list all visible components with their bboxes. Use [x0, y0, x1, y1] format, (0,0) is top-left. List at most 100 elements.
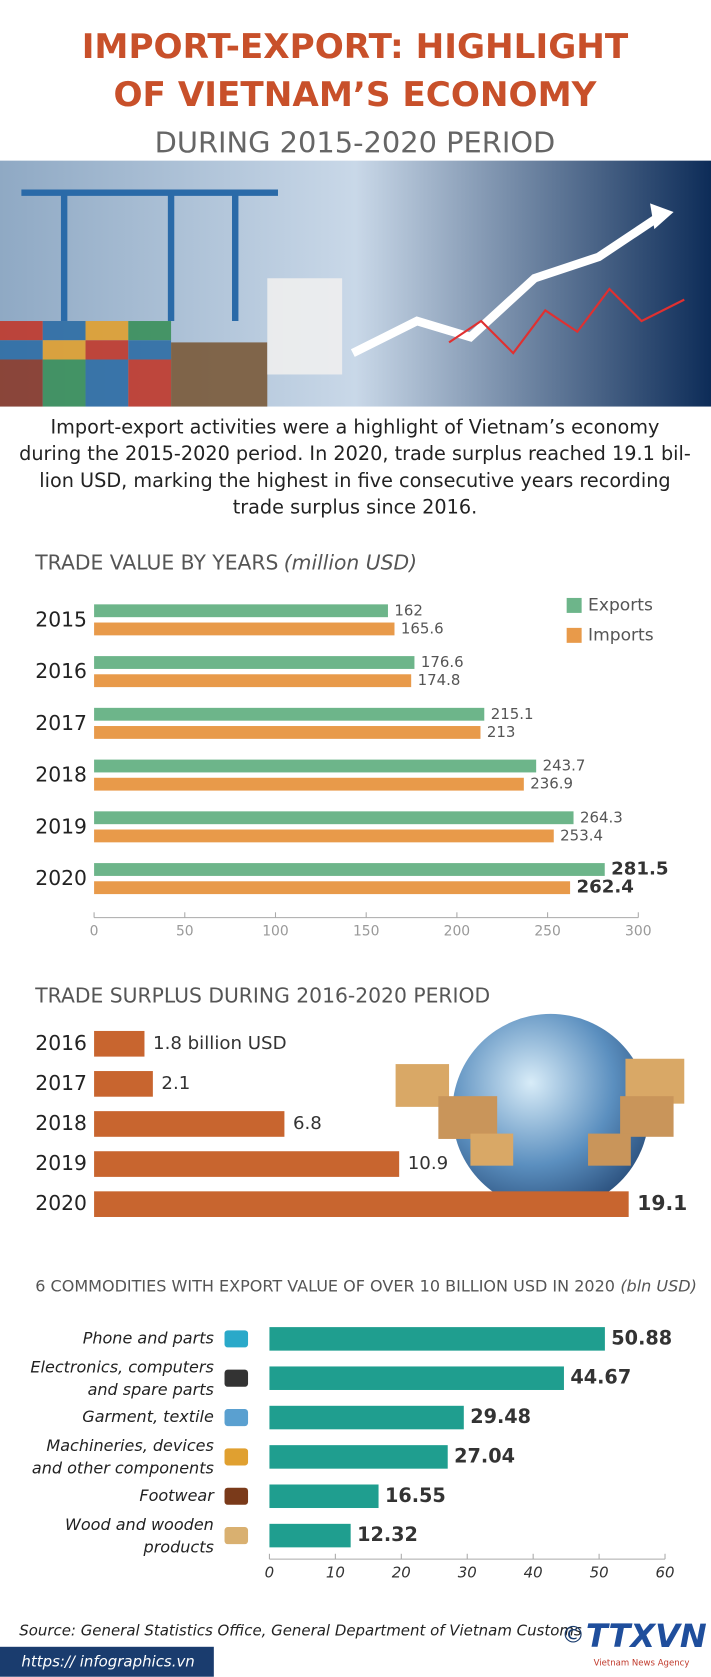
bar — [94, 707, 485, 721]
value-label: 44.67 — [570, 1366, 631, 1389]
y-tick-label: 2020 — [35, 1191, 87, 1215]
bar — [94, 604, 388, 618]
x-tick-label: 0 — [90, 924, 99, 940]
value-label: 262.4 — [577, 877, 634, 898]
x-tick-label: 100 — [262, 924, 288, 940]
value-label: 165.6 — [401, 619, 444, 637]
value-label: 16.55 — [385, 1484, 446, 1507]
bar — [94, 1030, 145, 1057]
value-label: 162 — [394, 601, 423, 619]
value-label: 174.8 — [418, 671, 461, 689]
bar — [94, 1111, 285, 1137]
title-line: OF VIETNAM’S ECONOMY — [113, 75, 597, 115]
bar — [94, 726, 481, 739]
y-tick-label: 2018 — [35, 763, 87, 787]
x-tick-label: 0 — [265, 1564, 275, 1582]
value-label: 281.5 — [611, 859, 668, 880]
bar — [269, 1366, 564, 1390]
value-label: 236.9 — [530, 775, 573, 793]
legend-label: Exports — [588, 595, 653, 615]
x-tick-label: 10 — [326, 1564, 345, 1582]
value-label: 264.3 — [580, 808, 623, 826]
category-label: Garment, textile — [82, 1407, 214, 1426]
y-tick-label: 2019 — [35, 1151, 87, 1175]
url-band — [0, 1646, 214, 1677]
bar — [94, 777, 524, 791]
category-label: Machineries, devices and other components — [32, 1436, 215, 1477]
value-label: 215.1 — [491, 705, 534, 723]
value-label: 29.48 — [470, 1405, 531, 1428]
chart-title: 6 COMMODITIES WITH EXPORT VALUE OF OVER … — [35, 1276, 697, 1295]
x-tick-label: 150 — [353, 924, 379, 940]
y-tick-label: 2020 — [35, 866, 87, 890]
category-label: Electronics, computers and spare parts — [30, 1357, 214, 1398]
logo-name: TTXVN — [586, 1617, 707, 1655]
x-tick-label: 200 — [444, 924, 470, 940]
intro-line: lion USD, marking the highest in five co… — [39, 469, 670, 492]
chart-unit: (bln USD) — [620, 1276, 697, 1295]
category-label: Wood and wooden products — [65, 1514, 214, 1555]
x-tick-label: 250 — [534, 924, 560, 940]
bar — [94, 1191, 629, 1217]
icon — [224, 1448, 249, 1466]
y-tick-label: 2016 — [35, 659, 87, 683]
value-label: 50.88 — [611, 1326, 672, 1349]
copyright: © — [561, 1621, 585, 1649]
intro-line: Import-export activities were a highligh… — [50, 415, 659, 438]
subtitle: DURING 2015-2020 PERIOD — [155, 126, 556, 160]
x-tick-label: 50 — [176, 924, 194, 940]
chart-unit: (million USD) — [284, 551, 417, 575]
url: https:// infographics.vn — [21, 1652, 194, 1670]
bar — [94, 1071, 153, 1097]
bar — [94, 1151, 400, 1177]
value-label: 253.4 — [560, 826, 603, 844]
icon — [224, 1369, 249, 1387]
y-tick-label: 2017 — [35, 711, 87, 735]
icon — [224, 1409, 249, 1427]
legend-swatch — [566, 627, 582, 643]
x-tick-label: 30 — [458, 1564, 477, 1582]
bar — [94, 656, 415, 669]
header-image — [0, 160, 711, 407]
source: Source: General Statistics Office, Gener… — [19, 1621, 582, 1639]
value-label: 2.1 — [161, 1073, 190, 1094]
logo-agency: Vietnam News Agency — [594, 1658, 690, 1668]
value-label: 27.04 — [454, 1444, 515, 1467]
icon — [224, 1527, 249, 1545]
value-label: 19.1 — [637, 1191, 687, 1215]
value-label: 10.9 — [408, 1153, 448, 1174]
y-tick-label: 2018 — [35, 1111, 87, 1135]
x-tick-label: 40 — [524, 1564, 543, 1582]
icon — [224, 1487, 249, 1505]
chart-title: TRADE SURPLUS DURING 2016-2020 PERIOD — [34, 984, 490, 1008]
bar — [269, 1484, 379, 1509]
bar — [94, 881, 571, 895]
y-tick-label: 2015 — [35, 607, 87, 631]
category-label: Footwear — [139, 1486, 215, 1505]
icon — [224, 1330, 249, 1348]
bar — [94, 759, 537, 773]
y-tick-label: 2017 — [35, 1071, 87, 1095]
value-label: 12.32 — [357, 1523, 418, 1546]
intro-line: during the 2015-2020 period. In 2020, tr… — [19, 442, 691, 465]
bar — [269, 1327, 605, 1351]
x-tick-label: 50 — [590, 1564, 609, 1582]
title-line: IMPORT-EXPORT: HIGHLIGHT — [82, 27, 629, 67]
bar — [269, 1523, 351, 1548]
legend-swatch — [566, 597, 582, 613]
chart-title-text: TRADE SURPLUS DURING 2016-2020 PERIOD — [34, 984, 490, 1008]
chart-title-text: TRADE VALUE BY YEARS — [34, 551, 278, 575]
chart-title-text: 6 COMMODITIES WITH EXPORT VALUE OF OVER … — [35, 1276, 615, 1295]
globe-art — [395, 1013, 685, 1211]
bar — [94, 829, 554, 843]
bar — [269, 1445, 448, 1469]
bar — [94, 674, 412, 688]
legend-label: Imports — [588, 625, 654, 645]
bar — [94, 811, 574, 825]
value-label: 1.8 billion USD — [153, 1033, 287, 1054]
y-tick-label: 2019 — [35, 814, 87, 838]
y-tick-label: 2016 — [35, 1031, 87, 1055]
bar — [94, 863, 605, 876]
